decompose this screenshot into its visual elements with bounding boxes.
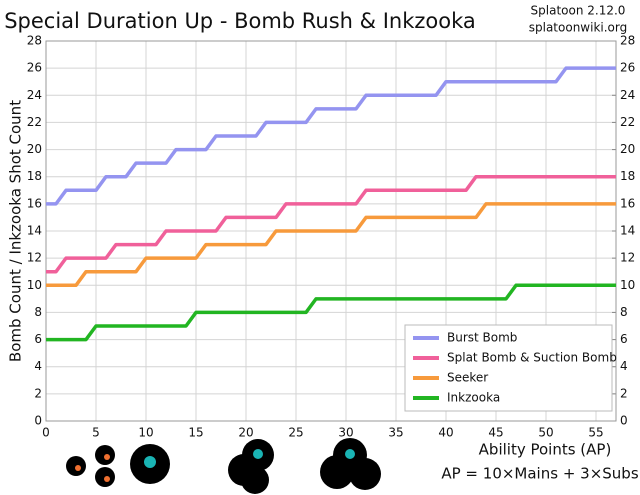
y-tick-label: 18 xyxy=(27,169,42,183)
x-tick-label: 0 xyxy=(42,426,50,440)
y2-tick-label: 14 xyxy=(620,224,635,238)
series-line xyxy=(46,202,616,288)
series-line xyxy=(46,174,616,274)
legend-label: Splat Bomb & Suction Bomb xyxy=(447,351,617,365)
y2-tick-label: 8 xyxy=(620,305,628,319)
legend-label: Burst Bomb xyxy=(447,331,517,345)
y-tick-label: 28 xyxy=(27,34,42,48)
y2-tick-label: 6 xyxy=(620,332,628,346)
x-tick-label: 10 xyxy=(138,426,153,440)
y2-tick-label: 26 xyxy=(620,61,635,75)
y2-tick-label: 16 xyxy=(620,196,635,210)
y2-tick-label: 22 xyxy=(620,115,635,129)
x-tick-label: 40 xyxy=(438,426,453,440)
y2-tick-label: 24 xyxy=(620,88,635,102)
x-tick-label: 30 xyxy=(338,426,353,440)
y-tick-label: 14 xyxy=(27,224,42,238)
y-tick-label: 16 xyxy=(27,196,42,210)
y-tick-label: 12 xyxy=(27,251,42,265)
y-tick-label: 26 xyxy=(27,61,42,75)
x-tick-label: 55 xyxy=(588,426,603,440)
y-tick-label: 22 xyxy=(27,115,42,129)
y-tick-label: 20 xyxy=(27,142,42,156)
gear-icons xyxy=(66,438,381,494)
source: splatoonwiki.org xyxy=(529,21,627,35)
legend-label: Inkzooka xyxy=(447,391,500,405)
legend: Burst Bomb Splat Bomb & Suction Bomb Seeke… xyxy=(404,324,617,412)
y-axis-label: Bomb Count / Inkzooka Shot Count xyxy=(7,100,25,362)
chart-title: Special Duration Up - Bomb Rush & Inkzoo… xyxy=(4,9,476,33)
series-line xyxy=(46,66,616,206)
y2-tick-label: 28 xyxy=(620,34,635,48)
y2-tick-label: 12 xyxy=(620,251,635,265)
y-tick-label: 10 xyxy=(27,278,42,292)
y2-tick-label: 0 xyxy=(620,414,628,428)
y2-tick-label: 20 xyxy=(620,142,635,156)
y-tick-label: 24 xyxy=(27,88,42,102)
y-tick-label: 6 xyxy=(34,332,42,346)
x-tick-label: 15 xyxy=(188,426,203,440)
x-tick-label: 25 xyxy=(288,426,303,440)
x-tick-label: 50 xyxy=(538,426,553,440)
y2-tick-label: 2 xyxy=(620,386,628,400)
x-tick-label: 35 xyxy=(388,426,403,440)
y2-tick-label: 10 xyxy=(620,278,635,292)
version: Splatoon 2.12.0 xyxy=(531,4,626,18)
x-tick-label: 45 xyxy=(488,426,503,440)
plot-frame xyxy=(45,40,617,422)
formula: AP = 10×Mains + 3×Subs xyxy=(441,465,638,483)
x-tick-label: 20 xyxy=(238,426,253,440)
x-axis-label: Ability Points (AP) xyxy=(479,441,612,459)
y-tick-label: 2 xyxy=(34,386,42,400)
x-tick-label: 5 xyxy=(92,426,100,440)
legend-label: Seeker xyxy=(447,371,488,385)
y2-tick-label: 4 xyxy=(620,359,628,373)
y-tick-label: 8 xyxy=(34,305,42,319)
legend-box xyxy=(404,324,613,412)
y-tick-label: 4 xyxy=(34,359,42,373)
series-line xyxy=(46,283,616,342)
y-tick-label: 0 xyxy=(34,414,42,428)
y2-tick-label: 18 xyxy=(620,169,635,183)
